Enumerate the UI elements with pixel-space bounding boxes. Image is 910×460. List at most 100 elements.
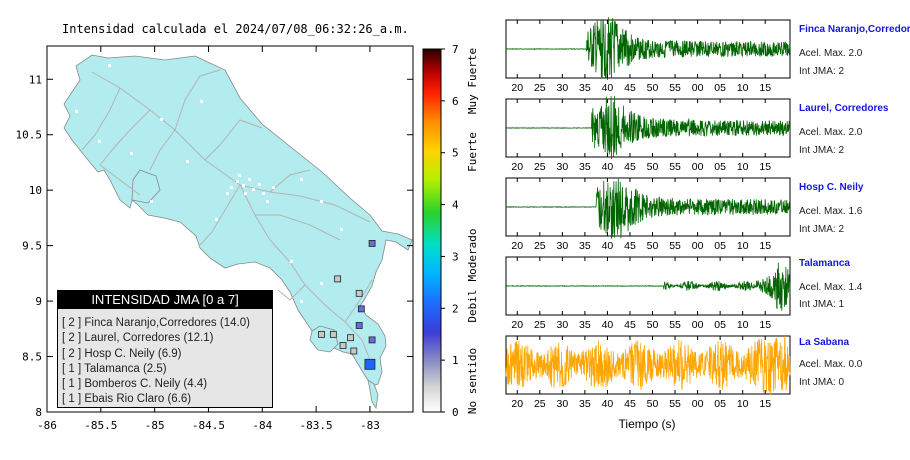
waveform-trace <box>506 262 791 311</box>
map-x-tick-label: -86 <box>37 419 57 432</box>
station-marker <box>339 342 347 349</box>
waveform-x-tick-label: 20 <box>511 319 523 331</box>
waveform-x-tick-label: 00 <box>692 240 704 252</box>
waveform-trace <box>505 178 791 240</box>
station-name: Finca Naranjo,Corredores <box>799 24 910 35</box>
waveform-x-tick-label: 35 <box>579 240 591 252</box>
waveform-x-tick-label: 15 <box>759 161 771 173</box>
map-x-tick-label: -83.5 <box>300 419 333 432</box>
waveform-trace <box>505 17 791 80</box>
station-marker <box>355 322 363 329</box>
waveform-x-tick-label: 30 <box>557 240 569 252</box>
station-marker <box>368 240 376 247</box>
legend-item: [ 1 ] Ebais Rio Claro (6.6) <box>62 393 192 406</box>
waveform-x-tick-label: 20 <box>511 398 523 410</box>
city-cluster <box>75 64 343 303</box>
colorbar-tick-label: 3 <box>452 250 459 263</box>
map-y-tick-label: 10.5 <box>16 129 43 142</box>
waveform-x-tick-label: 20 <box>511 82 523 94</box>
waveform-x-tick-label: 40 <box>602 161 614 173</box>
waveform-x-tick-label: 05 <box>714 240 726 252</box>
map-y-tick-label: 11 <box>29 73 42 86</box>
waveform-x-tick-label: 45 <box>624 319 636 331</box>
station-markers <box>318 240 376 370</box>
colorbar-tick-label: 7 <box>452 43 459 56</box>
station-marker <box>334 275 342 283</box>
station-name: Laurel, Corredores <box>799 103 889 114</box>
station-accel: Acel. Max. 0.0 <box>799 359 863 370</box>
waveform-x-tick-label: 05 <box>714 82 726 94</box>
station-name: Hosp C. Neily <box>799 182 864 193</box>
station-marker <box>318 330 325 338</box>
waveform-x-tick-label: 45 <box>624 82 636 94</box>
waveform-x-tick-label: 10 <box>737 82 749 94</box>
station-marker <box>364 358 376 370</box>
station-name: Talamanca <box>799 258 850 269</box>
waveform-x-tick-label: 30 <box>557 319 569 331</box>
waveform-x-tick-label: 10 <box>737 161 749 173</box>
map-y-tick-label: 8 <box>35 406 42 419</box>
burica-peninsula <box>367 379 379 410</box>
waveform-x-tick-label: 25 <box>534 82 546 94</box>
colorbar-gradient <box>422 48 442 413</box>
road-network <box>81 69 373 361</box>
station-intensity: Int JMA: 2 <box>799 224 845 235</box>
waveform-x-tick-label: 20 <box>511 161 523 173</box>
waveform-x-tick-label: 40 <box>602 240 614 252</box>
waveform-x-tick-label: 10 <box>737 319 749 331</box>
map-y-tick-label: 9 <box>35 295 42 308</box>
waveform-x-tick-label: 30 <box>557 161 569 173</box>
waveform-x-tick-label: 55 <box>669 398 681 410</box>
waveform-x-tick-label: 35 <box>579 319 591 331</box>
map-x-tick-label: -84.5 <box>192 419 225 432</box>
station-intensity: Int JMA: 1 <box>799 299 845 310</box>
colorbar: 7 6 5 4 3 2 1 0 Muy Fuerte Fuerte Moderado Debi… <box>422 43 479 419</box>
station-accel: Acel. Max. 1.6 <box>799 206 863 217</box>
waveform-x-tick-label: 05 <box>714 161 726 173</box>
waveform-x-tick-label: 40 <box>602 398 614 410</box>
waveform-x-tick-label: 30 <box>557 398 569 410</box>
colorbar-label-debil: Debil <box>466 289 479 322</box>
waveform-x-tick-label: 00 <box>692 398 704 410</box>
legend-item: [ 1 ] Bomberos C. Neily (4.4) <box>62 378 208 391</box>
colorbar-label-no-sentido: No sentido <box>466 348 479 414</box>
waveform-x-tick-label: 00 <box>692 319 704 331</box>
waveform-x-tick-label: 15 <box>759 82 771 94</box>
map-x-tick-label: -85 <box>145 419 165 432</box>
waveform-x-tick-label: 00 <box>692 161 704 173</box>
map-x-tick-label: -85.5 <box>84 419 117 432</box>
colorbar-tick-label: 0 <box>452 406 459 419</box>
waveform-x-tick-label: 50 <box>647 240 659 252</box>
waveform-x-tick-label: 50 <box>647 319 659 331</box>
waveform-x-tick-label: 35 <box>579 398 591 410</box>
waveform-x-tick-label: 10 <box>737 398 749 410</box>
waveform-x-tick-label: 45 <box>624 161 636 173</box>
map-y-tick-label: 10 <box>29 184 42 197</box>
station-intensity: Int JMA: 2 <box>799 66 845 77</box>
colorbar-tick-label: 5 <box>452 147 459 160</box>
station-marker <box>355 289 363 297</box>
map-x-tick-label: -84 <box>252 419 272 432</box>
station-accel: Acel. Max. 1.4 <box>799 282 863 293</box>
waveform-x-tick-label: 50 <box>647 82 659 94</box>
station-marker <box>368 336 376 344</box>
station-accel: Acel. Max. 2.0 <box>799 127 863 138</box>
map-title: Intensidad calculada el 2024/07/08_06:32… <box>62 22 409 36</box>
station-marker <box>347 334 354 342</box>
station-marker <box>329 330 337 338</box>
waveform-trace <box>505 95 791 160</box>
map-x-tick-label: -83 <box>360 419 380 432</box>
legend-item: [ 1 ] Talamanca (2.5) <box>62 362 167 375</box>
intensity-legend: INTENSIDAD JMA [0 a 7] [ 2 ] Finca Naran… <box>57 290 273 408</box>
waveform-x-tick-label: 55 <box>669 240 681 252</box>
waveform-x-tick-label: 40 <box>602 319 614 331</box>
waveform-x-tick-label: 20 <box>511 240 523 252</box>
colorbar-label-moderado: Moderado <box>466 229 479 282</box>
waveform-x-tick-label: 45 <box>624 398 636 410</box>
waveform-x-tick-label: 25 <box>534 398 546 410</box>
waveform-x-tick-label: 25 <box>534 319 546 331</box>
waveform-x-tick-label: 10 <box>737 240 749 252</box>
waveform-x-tick-label: 45 <box>624 240 636 252</box>
waveform-x-tick-label: 25 <box>534 240 546 252</box>
